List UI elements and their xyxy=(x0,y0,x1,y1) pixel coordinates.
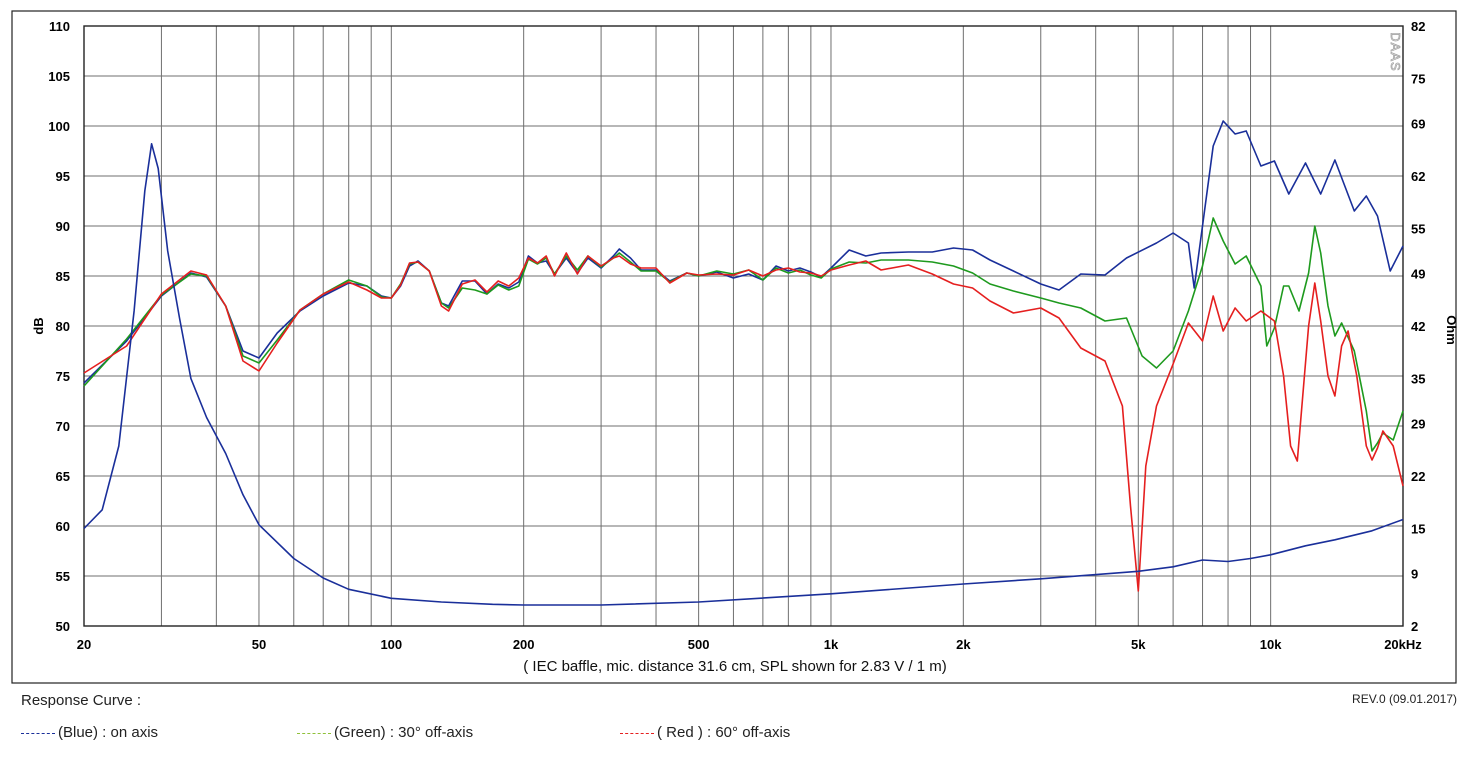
y2-tick-label: 9 xyxy=(1411,567,1418,582)
y2-tick-label: 35 xyxy=(1411,372,1425,387)
y-axis-title-right: Ohm xyxy=(1444,315,1459,345)
y2-tick-label: 29 xyxy=(1411,417,1425,432)
response-curve-title: Response Curve : xyxy=(21,692,142,709)
y-tick-label: 60 xyxy=(56,519,70,534)
grid-lines xyxy=(84,26,1403,626)
y-tick-label: 55 xyxy=(56,569,70,584)
y2-tick-label: 49 xyxy=(1411,267,1425,282)
y2-tick-label: 75 xyxy=(1411,72,1425,87)
y-tick-label: 105 xyxy=(48,69,70,84)
x-tick-label: 20 xyxy=(77,637,91,652)
legend-label-60-off-axis: ( Red ) : 60° off-axis xyxy=(657,724,791,741)
legend-label-on-axis: (Blue) : on axis xyxy=(58,724,159,741)
y-tick-label: 50 xyxy=(56,619,70,634)
x-tick-label: 20kHz xyxy=(1384,637,1422,652)
y-tick-label: 75 xyxy=(56,369,70,384)
data-series xyxy=(83,120,1404,606)
watermark-logo: DAAS xyxy=(1388,32,1403,71)
y-tick-label: 100 xyxy=(48,119,70,134)
y-tick-label: 70 xyxy=(56,419,70,434)
y-tick-label: 90 xyxy=(56,219,70,234)
series-line-2 xyxy=(83,252,1404,592)
series-line-1 xyxy=(83,217,1404,452)
y2-tick-label: 69 xyxy=(1411,117,1425,132)
y2-tick-label: 42 xyxy=(1411,319,1425,334)
legend-swatch-blue xyxy=(21,732,55,734)
legend-swatch-red xyxy=(620,732,654,734)
y-tick-label: 65 xyxy=(56,469,70,484)
chart-subtitle: ( IEC baffle, mic. distance 31.6 cm, SPL… xyxy=(523,658,947,675)
y2-tick-label: 62 xyxy=(1411,169,1425,184)
y-axis-title-left: dB xyxy=(31,317,46,334)
y2-tick-label: 22 xyxy=(1411,469,1425,484)
x-tick-label: 5k xyxy=(1131,637,1146,652)
chart-outer-frame xyxy=(11,10,1457,684)
x-tick-label: 2k xyxy=(956,637,971,652)
legend-label-30-off-axis: (Green) : 30° off-axis xyxy=(334,724,474,741)
y-tick-label: 85 xyxy=(56,269,70,284)
revision-label: REV.0 (09.01.2017) xyxy=(1352,692,1457,706)
y-tick-label: 95 xyxy=(56,169,70,184)
x-tick-label: 100 xyxy=(380,637,402,652)
x-tick-label: 50 xyxy=(252,637,266,652)
x-tick-label: 10k xyxy=(1260,637,1282,652)
plot-area-border xyxy=(83,25,1404,627)
x-tick-label: 200 xyxy=(513,637,535,652)
frequency-response-chart: 20 50 100 200 500 1k 2k 5k 10k 20kHz 50 55 60 65 70 75 8… xyxy=(11,10,1459,684)
y2-tick-label: 2 xyxy=(1411,619,1418,634)
y2-tick-label: 15 xyxy=(1411,522,1425,537)
tick-labels: 20 50 100 200 500 1k 2k 5k 10k 20kHz 50 55 60 65 70 75 8… xyxy=(48,19,1425,652)
legend-item-on-axis: (Blue) : on axis xyxy=(21,724,158,741)
legend-item-60-off-axis: ( Red ) : 60° off-axis xyxy=(620,724,790,741)
y2-tick-label: 82 xyxy=(1411,19,1425,34)
series-line-3 xyxy=(83,143,1404,606)
x-tick-label: 500 xyxy=(688,637,710,652)
y-tick-label: 110 xyxy=(49,19,70,34)
legend-swatch-green xyxy=(297,732,331,734)
legend-item-30-off-axis: (Green) : 30° off-axis xyxy=(297,724,473,741)
y2-tick-label: 55 xyxy=(1411,222,1425,237)
x-tick-label: 1k xyxy=(824,637,839,652)
y-tick-label: 80 xyxy=(56,319,70,334)
